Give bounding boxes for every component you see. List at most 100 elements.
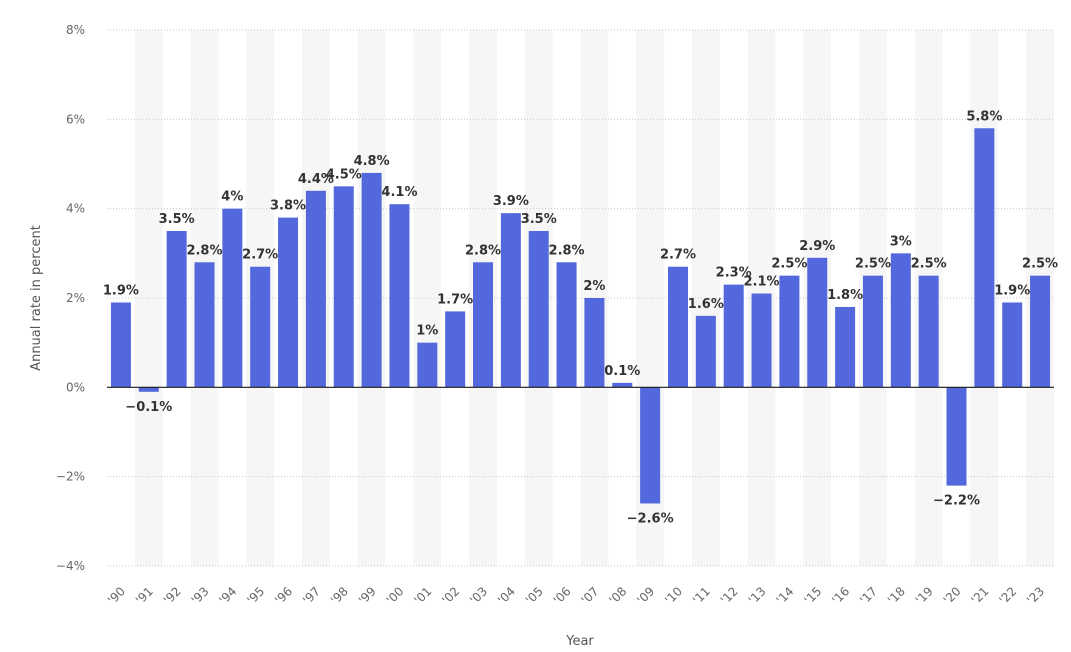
- x-tick-label: '18: [885, 584, 908, 607]
- data-label: 2.8%: [465, 243, 501, 258]
- y-axis-title: Annual rate in percent: [29, 225, 44, 371]
- y-axis-ticks: 8% 6% 4% 2% 0% −2% −4%: [56, 23, 85, 573]
- bar: [695, 315, 716, 388]
- x-tick-label: '08: [606, 584, 629, 607]
- data-label: 3.5%: [159, 212, 195, 227]
- x-tick-label: '07: [579, 584, 602, 607]
- data-label: 2.5%: [1022, 257, 1058, 272]
- bar: [194, 262, 215, 388]
- bar: [361, 172, 382, 388]
- bar: [612, 382, 633, 388]
- bar: [278, 217, 299, 388]
- data-label: 3%: [890, 234, 912, 249]
- y-tick-label: 0%: [66, 380, 85, 394]
- x-axis-ticks: '90'91'92'93'94'95'96'97'98'99'00'01'02 '…: [105, 584, 1047, 607]
- data-label: 0.1%: [604, 364, 640, 379]
- data-label: 4.8%: [354, 154, 390, 169]
- data-label: 4%: [221, 190, 243, 205]
- bar: [500, 213, 521, 388]
- data-label: 1.7%: [437, 292, 473, 307]
- data-label: 2.8%: [186, 243, 222, 258]
- bar: [779, 275, 800, 388]
- data-label: 3.8%: [270, 199, 306, 214]
- x-tick-label: '05: [523, 584, 546, 607]
- data-label: 4.5%: [326, 167, 362, 182]
- x-tick-label: '13: [746, 584, 769, 607]
- x-tick-label: '03: [467, 584, 490, 607]
- x-tick-label: '92: [161, 584, 184, 607]
- x-tick-label: '22: [996, 584, 1019, 607]
- x-tick-label: '20: [941, 584, 964, 607]
- bar: [445, 311, 466, 388]
- data-label: 2.3%: [716, 266, 752, 281]
- data-label: 2.5%: [855, 257, 891, 272]
- data-label: −0.1%: [125, 400, 172, 415]
- bar: [807, 257, 828, 388]
- bar: [250, 266, 271, 388]
- bar: [862, 275, 883, 388]
- data-label: 4.1%: [381, 185, 417, 200]
- bar: [1002, 302, 1023, 388]
- data-label: 5.8%: [966, 109, 1002, 124]
- x-tick-label: '97: [300, 584, 323, 607]
- bar: [473, 262, 494, 388]
- bar: [138, 387, 159, 392]
- data-label: 2.1%: [744, 275, 780, 290]
- x-tick-label: '14: [773, 584, 796, 607]
- data-label: 2.7%: [660, 248, 696, 263]
- data-label: −2.6%: [627, 511, 674, 526]
- x-tick-label: '99: [356, 584, 379, 607]
- x-axis-title: Year: [565, 634, 594, 649]
- y-tick-label: −2%: [56, 470, 85, 484]
- bar: [528, 231, 549, 388]
- x-tick-label: '17: [857, 584, 880, 607]
- data-label: 2.7%: [242, 248, 278, 263]
- bar: [667, 266, 688, 388]
- x-tick-label: '91: [133, 584, 156, 607]
- bar: [918, 275, 939, 388]
- bar: [751, 293, 772, 388]
- x-tick-label: '12: [718, 584, 741, 607]
- x-tick-label: '21: [968, 584, 991, 607]
- x-tick-label: '98: [328, 584, 351, 607]
- y-tick-label: 2%: [66, 291, 85, 305]
- data-label: 1.9%: [994, 283, 1030, 298]
- x-tick-label: '09: [634, 584, 657, 607]
- column-stripe: [413, 30, 442, 566]
- data-label: 2.5%: [771, 257, 807, 272]
- bar: [723, 284, 744, 388]
- x-tick-label: '93: [189, 584, 212, 607]
- y-tick-label: −4%: [56, 559, 85, 573]
- bars: [110, 128, 1051, 504]
- x-tick-label: '94: [216, 584, 239, 607]
- data-label: 2%: [583, 279, 605, 294]
- data-label: 3.9%: [493, 194, 529, 209]
- bar: [417, 342, 438, 388]
- bar: [640, 387, 661, 504]
- x-tick-label: '23: [1024, 584, 1047, 607]
- x-tick-label: '95: [244, 584, 267, 607]
- bar: [333, 186, 354, 388]
- x-tick-label: '01: [411, 584, 434, 607]
- data-label: −2.2%: [933, 494, 980, 509]
- x-tick-label: '16: [829, 584, 852, 607]
- bar: [110, 302, 131, 388]
- x-tick-label: '96: [272, 584, 295, 607]
- bar: [946, 387, 967, 486]
- bar: [389, 204, 410, 388]
- bar: [890, 253, 911, 388]
- x-tick-label: '11: [690, 584, 713, 607]
- x-tick-label: '19: [913, 584, 936, 607]
- bar: [556, 262, 577, 388]
- data-label: 1.8%: [827, 288, 863, 303]
- bar: [305, 190, 326, 388]
- data-label: 2.5%: [911, 257, 947, 272]
- data-label: 3.5%: [521, 212, 557, 227]
- x-tick-label: '06: [551, 584, 574, 607]
- data-label: 1%: [416, 324, 438, 339]
- column-stripe: [691, 30, 720, 566]
- bar: [1030, 275, 1051, 388]
- bar: [974, 128, 995, 388]
